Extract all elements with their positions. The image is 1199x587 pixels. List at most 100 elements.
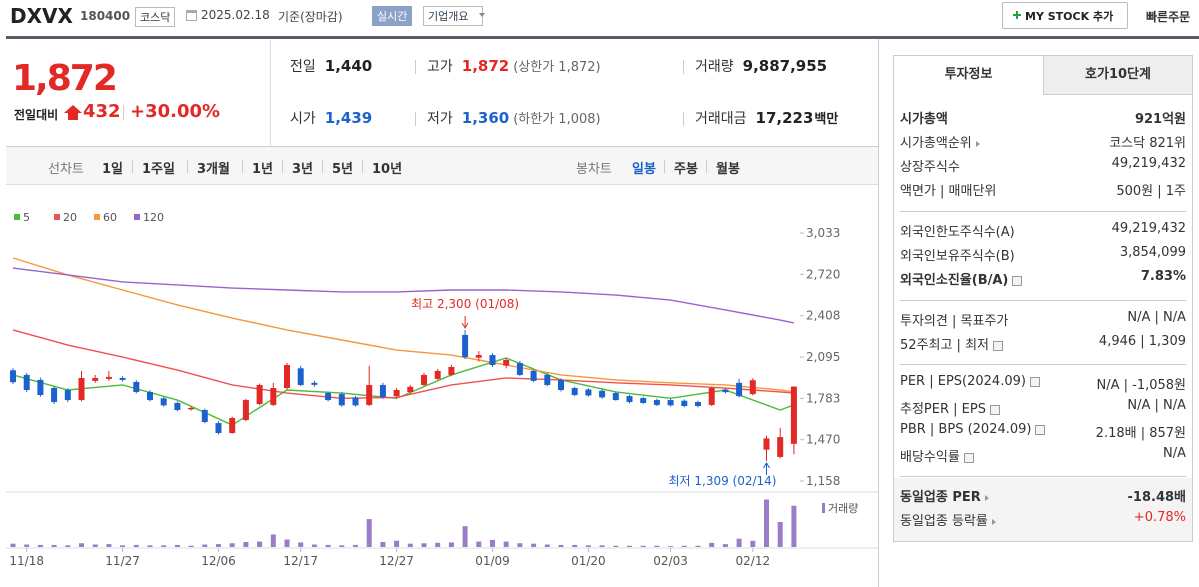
info-label-text: 액면가 | 매매단위 [900, 184, 997, 199]
stat-value: 17,223 [755, 109, 814, 127]
volume-legend-swatch [822, 503, 825, 513]
volume-bar [79, 543, 84, 547]
period-tab[interactable]: 1주일 [142, 162, 175, 177]
volume-bar [298, 542, 304, 547]
mystock-button[interactable] [1002, 2, 1128, 29]
period-tab[interactable]: 10년 [372, 162, 403, 177]
info-label: 52주최고 | 최저 [900, 334, 1003, 353]
period-tab[interactable]: 1일 [102, 162, 124, 177]
legend-label: 5 [23, 211, 30, 224]
candle-body [749, 380, 756, 395]
volume-bar [24, 544, 30, 547]
period-tab[interactable]: 5년 [332, 162, 354, 177]
volume-bar [476, 541, 482, 547]
period-tab[interactable]: 3년 [292, 162, 314, 177]
candle-body [215, 423, 222, 433]
date: 2025.02.18 [201, 8, 270, 22]
candle-body [78, 377, 85, 401]
info-value: 3,854,099 [1119, 245, 1186, 260]
candle-body [174, 402, 181, 410]
volume-bar [202, 544, 208, 547]
info-rule [900, 476, 1186, 477]
help-icon[interactable] [1029, 376, 1040, 387]
period-tab[interactable]: 3개월 [197, 162, 230, 177]
candle-body [270, 388, 277, 405]
info-value: 7.83% [1140, 269, 1186, 284]
help-icon[interactable] [989, 404, 1000, 415]
volume-bar [394, 540, 400, 547]
volume-bar [435, 542, 441, 547]
x-tick-label: 12/06 [201, 554, 236, 568]
candle-body [379, 384, 386, 398]
volume-bar [722, 544, 728, 547]
x-tick-label: 11/27 [105, 554, 140, 568]
stat: 저가 1,360 (하한가 1,008) [427, 108, 601, 128]
candle-tab[interactable]: 일봉 [632, 162, 656, 177]
volume-bar [462, 526, 468, 547]
candle-body [544, 374, 551, 385]
candle-body [92, 377, 99, 381]
y-tick-label: 2,408 [806, 309, 840, 323]
help-icon[interactable] [993, 340, 1003, 351]
divider [242, 160, 243, 173]
company-button[interactable]: 기업개요 [423, 6, 484, 26]
divider [415, 112, 416, 126]
candle-tab[interactable]: 주봉 [674, 162, 698, 177]
volume-bar [695, 545, 701, 547]
volume-bar [380, 542, 386, 547]
stock-code: 180400 [80, 9, 131, 23]
candle-body [160, 398, 167, 406]
volume-bar [750, 540, 756, 547]
volume-bar [243, 542, 249, 547]
rule [6, 146, 878, 147]
period-tab[interactable]: 1년 [252, 162, 274, 177]
volume-bar [531, 543, 537, 547]
candle-body [105, 376, 112, 379]
info-label-text: 시가총액 [900, 112, 948, 127]
realtime-badge[interactable]: 실시간 [372, 6, 413, 26]
stock-name: DXVX [10, 4, 73, 28]
stat-value: 1,439 [324, 109, 373, 127]
candle-body [352, 397, 359, 406]
info-label: 추정PER | EPS [900, 398, 1000, 417]
candle-body [407, 386, 414, 393]
volume-bar [147, 545, 153, 547]
x-tick-label: 02/12 [736, 554, 771, 568]
help-icon[interactable] [1012, 275, 1023, 286]
candle-body [489, 355, 496, 365]
volume-bar [490, 539, 495, 547]
help-icon[interactable] [1035, 424, 1046, 435]
info-label-text: 상장주식수 [900, 160, 960, 175]
basis: 기준(장마감) [278, 10, 343, 24]
annotation: 최고 2,300 (01/08) [411, 297, 519, 311]
info-label-text: 투자의견 | 목표주가 [900, 314, 1009, 329]
candle-tab[interactable]: 월봉 [716, 162, 740, 177]
volume-bar [599, 545, 605, 547]
info-rule [900, 364, 1186, 365]
volume-bar [627, 545, 632, 547]
divider [132, 160, 133, 173]
stat-label: 거래량 [695, 59, 734, 75]
volume-bar [37, 544, 43, 547]
info-label: 투자의견 | 목표주가 [900, 310, 1008, 329]
volume-bar [777, 522, 783, 547]
current-price: 1,872 [12, 58, 118, 99]
info-tab[interactable]: 호가10단계 [1043, 56, 1192, 95]
candle-body [599, 390, 606, 398]
info-label-text: 동일업종 등락률 [900, 514, 988, 529]
volume-bar [133, 544, 139, 547]
volume-bar [407, 543, 413, 547]
help-icon[interactable] [963, 452, 974, 463]
candle-body [763, 438, 770, 450]
candle-body [256, 384, 263, 405]
stat: 고가 1,872 (상한가 1,872) [427, 56, 601, 76]
info-tab[interactable]: 투자정보 [894, 56, 1043, 95]
quick-order[interactable]: 빠른주문 [1146, 10, 1191, 24]
info-value: +0.78% [1133, 510, 1186, 525]
candle-body [366, 384, 373, 405]
divider [322, 160, 323, 173]
mystock-label[interactable]: MY STOCK 추가 [1025, 10, 1114, 23]
volume-bar [65, 545, 71, 547]
info-label-text: 동일업종 PER [900, 490, 981, 505]
candle-body [393, 390, 400, 397]
